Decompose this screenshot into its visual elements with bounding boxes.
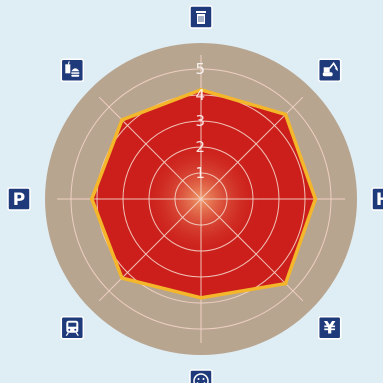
data-point [199,296,203,300]
train-leg-left [65,332,69,337]
train-light-left [68,328,71,331]
parking-icon-label: P [13,190,25,210]
yen-icon: ¥ [317,315,342,340]
trash-bin-icon [189,5,213,29]
smiley-outline [193,373,209,383]
data-point [199,88,203,92]
smiley-face-icon [189,369,213,383]
yen-icon-label: ¥ [324,319,336,339]
train-leg-right [75,332,79,337]
spoke-6 [98,198,202,302]
excavator-bucket [334,68,338,72]
train-light-right [74,328,77,331]
hospital-icon-frame [371,187,383,211]
train-window [68,322,77,327]
scale-label-4: 4 [195,86,205,104]
smiley-eye-left [197,378,200,380]
yen-icon-frame [317,315,342,340]
data-point [313,197,318,201]
parking-icon-frame [7,187,31,211]
data-point [120,276,124,280]
data-point [120,118,124,122]
trash-lid [196,11,206,13]
excavator-arm [329,61,338,69]
data-point [90,197,94,201]
hospital-icon: H [371,187,383,211]
food-bun-top [71,68,80,72]
smiley-eye-right [202,378,205,380]
data-point [283,112,288,117]
hospital-icon-label: H [376,190,383,210]
excavator-cab [323,67,330,73]
parking-icon: P [7,187,31,211]
scale-label-5: 5 [195,60,205,78]
scale-label-3: 3 [195,112,205,130]
excavator-track [322,72,333,77]
data-point [283,281,288,286]
food-bun-bottom [71,74,80,77]
scale-label-2: 2 [195,138,205,156]
excavator-icon [317,58,342,83]
food-cup [65,64,71,74]
fast-food-icon [60,58,85,83]
food-patty [71,72,80,74]
spoke-8 [98,96,202,200]
smiley-face-icon-frame [189,369,213,383]
scale-label-1: 1 [195,164,205,182]
train-icon [60,315,85,340]
food-straw [67,61,70,65]
